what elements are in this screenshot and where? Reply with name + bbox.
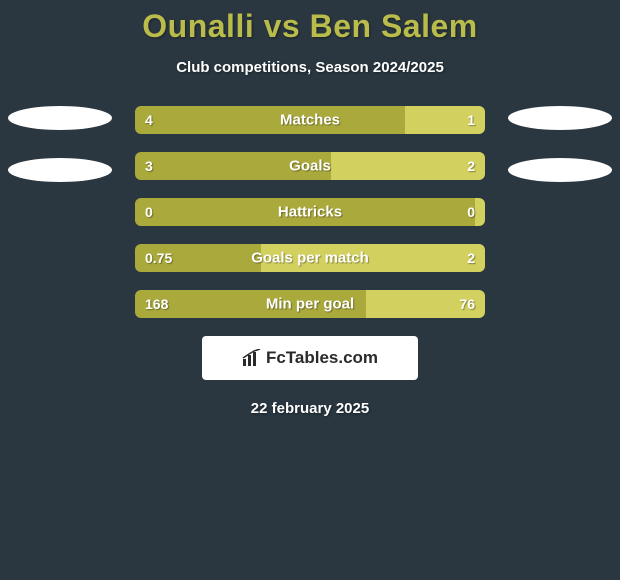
avatar-placeholder: [508, 158, 612, 182]
stat-left-value: 0.75: [135, 244, 261, 272]
page-title: Ounalli vs Ben Salem: [0, 0, 620, 45]
stat-row: 16876Min per goal: [135, 290, 485, 318]
subtitle: Club competitions, Season 2024/2025: [0, 59, 620, 76]
stats-area: 41Matches 32Goals 00Hattricks 0.752Goals pe…: [0, 106, 620, 318]
stat-left-value: 4: [135, 106, 405, 134]
stat-row: 32Goals: [135, 152, 485, 180]
date-text: 22 february 2025: [0, 400, 620, 417]
stat-left-value: 3: [135, 152, 331, 180]
logo-label: FcTables.com: [266, 348, 378, 368]
stat-left-value: 168: [135, 290, 366, 318]
logo-box[interactable]: FcTables.com: [202, 336, 418, 380]
stat-right-value: 76: [366, 290, 485, 318]
avatar-placeholder: [8, 158, 112, 182]
chart-icon: [242, 349, 262, 367]
avatar-placeholder: [8, 106, 112, 130]
avatar-placeholder: [508, 106, 612, 130]
stat-right-value: 2: [331, 152, 485, 180]
stat-right-value: 1: [405, 106, 486, 134]
stat-right-value: 2: [261, 244, 485, 272]
stat-rows-container: 41Matches 32Goals 00Hattricks 0.752Goals pe…: [0, 106, 620, 318]
stat-row: 0.752Goals per match: [135, 244, 485, 272]
stat-right-value: 0: [475, 198, 485, 226]
logo-text: FcTables.com: [242, 348, 378, 368]
stat-row: 00Hattricks: [135, 198, 485, 226]
stat-row: 41Matches: [135, 106, 485, 134]
stat-left-value: 0: [135, 198, 475, 226]
